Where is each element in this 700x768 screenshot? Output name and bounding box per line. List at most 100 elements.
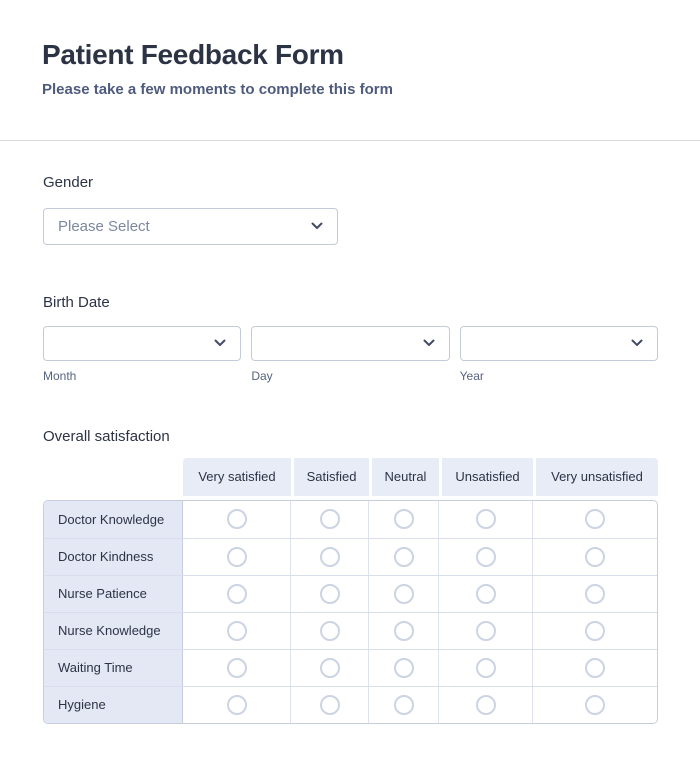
matrix-row: Nurse Patience — [44, 574, 657, 612]
matrix-radio[interactable] — [393, 583, 414, 604]
radio-cell — [439, 612, 533, 649]
radio-cell — [533, 613, 657, 649]
matrix-radio[interactable] — [319, 546, 340, 567]
matrix-radio[interactable] — [585, 583, 605, 604]
field-birth-date: Birth Date Month Day — [43, 293, 658, 383]
radio-cell — [369, 538, 439, 575]
birth-month-column: Month — [43, 325, 242, 383]
radio-cell — [291, 538, 369, 575]
radio-cell — [533, 650, 657, 686]
radio-cell — [291, 612, 369, 649]
matrix-row: Doctor Kindness — [44, 537, 657, 575]
matrix-column-header: Neutral — [369, 457, 439, 496]
radio-cell — [183, 538, 291, 575]
radio-cell — [183, 686, 291, 723]
radio-cell — [183, 500, 291, 538]
form-body: Gender Please Select Birth Date Month — [0, 173, 700, 724]
matrix-radio[interactable] — [393, 657, 414, 678]
radio-cell — [291, 575, 369, 612]
matrix-radio[interactable] — [226, 509, 247, 530]
radio-cell — [533, 576, 657, 612]
matrix-row-label: Nurse Knowledge — [44, 612, 183, 649]
matrix-radio[interactable] — [475, 620, 496, 641]
birth-year-select[interactable] — [459, 325, 658, 361]
matrix-radio[interactable] — [319, 583, 340, 604]
matrix-radio[interactable] — [393, 546, 414, 567]
form-page: Patient Feedback Form Please take a few … — [0, 39, 700, 724]
matrix-row-label: Doctor Knowledge — [44, 500, 183, 538]
matrix-row-label: Waiting Time — [44, 649, 183, 686]
year-sublabel: Year — [459, 368, 484, 383]
radio-cell — [369, 686, 439, 723]
month-sublabel: Month — [43, 368, 77, 383]
matrix-radio[interactable] — [475, 657, 496, 678]
matrix-radio[interactable] — [226, 620, 247, 641]
matrix-radio[interactable] — [585, 657, 605, 678]
radio-cell — [183, 649, 291, 686]
matrix-body: Doctor Knowledge Doctor Kindness — [43, 499, 658, 724]
radio-cell — [291, 649, 369, 686]
matrix-radio[interactable] — [226, 657, 247, 678]
matrix-radio[interactable] — [226, 583, 247, 604]
chevron-down-icon — [631, 339, 643, 347]
chevron-down-icon — [311, 222, 323, 230]
form-subtitle: Please take a few moments to complete th… — [42, 80, 393, 98]
radio-cell — [369, 575, 439, 612]
radio-cell — [369, 612, 439, 649]
birth-day-select[interactable] — [251, 325, 450, 361]
matrix-row-label: Doctor Kindness — [44, 538, 183, 575]
matrix-row: Waiting Time — [44, 648, 657, 686]
matrix-radio[interactable] — [475, 583, 496, 604]
matrix-radio[interactable] — [475, 694, 496, 715]
matrix-column-header: Unsatisfied — [439, 457, 533, 496]
form-title: Patient Feedback Form — [42, 39, 344, 70]
radio-cell — [533, 501, 657, 538]
radio-cell — [533, 687, 657, 723]
birth-date-label: Birth Date — [43, 293, 110, 311]
matrix-radio[interactable] — [585, 620, 605, 641]
matrix-radio[interactable] — [393, 620, 414, 641]
matrix-radio[interactable] — [319, 694, 340, 715]
satisfaction-matrix: Very satisfied Satisfied Neutral Unsatis… — [43, 457, 658, 724]
matrix-column-header: Satisfied — [291, 457, 369, 496]
day-sublabel: Day — [251, 368, 273, 383]
radio-cell — [183, 575, 291, 612]
field-satisfaction-matrix: Overall satisfaction Very satisfied Sati… — [43, 427, 658, 724]
matrix-row: Doctor Knowledge — [44, 500, 657, 538]
radio-cell — [291, 686, 369, 723]
radio-cell — [369, 649, 439, 686]
gender-select[interactable]: Please Select — [43, 207, 338, 245]
matrix-row: Nurse Knowledge — [44, 611, 657, 649]
matrix-radio[interactable] — [319, 509, 340, 530]
matrix-radio[interactable] — [393, 694, 414, 715]
matrix-radio[interactable] — [585, 694, 605, 715]
radio-cell — [439, 649, 533, 686]
gender-select-placeholder: Please Select — [58, 217, 150, 235]
chevron-down-icon — [214, 339, 226, 347]
matrix-radio[interactable] — [226, 546, 247, 567]
divider — [0, 139, 700, 141]
radio-cell — [439, 575, 533, 612]
matrix-row-label: Hygiene — [44, 686, 183, 723]
matrix-radio[interactable] — [475, 546, 496, 567]
matrix-row-label: Nurse Patience — [44, 575, 183, 612]
radio-cell — [369, 500, 439, 538]
matrix-radio[interactable] — [585, 509, 605, 530]
birth-year-column: Year — [459, 325, 658, 383]
matrix-row: Hygiene — [44, 685, 657, 723]
matrix-radio[interactable] — [319, 620, 340, 641]
birth-day-column: Day — [251, 325, 450, 383]
matrix-radio[interactable] — [226, 694, 247, 715]
chevron-down-icon — [423, 339, 435, 347]
matrix-radio[interactable] — [475, 509, 496, 530]
radio-cell — [439, 538, 533, 575]
matrix-radio[interactable] — [319, 657, 340, 678]
matrix-radio[interactable] — [585, 546, 605, 567]
gender-label: Gender — [43, 173, 94, 191]
matrix-label: Overall satisfaction — [43, 427, 170, 445]
birth-month-select[interactable] — [43, 325, 242, 361]
radio-cell — [291, 500, 369, 538]
matrix-radio[interactable] — [393, 509, 414, 530]
field-gender: Gender Please Select — [43, 173, 657, 245]
matrix-corner-cell — [43, 458, 183, 496]
